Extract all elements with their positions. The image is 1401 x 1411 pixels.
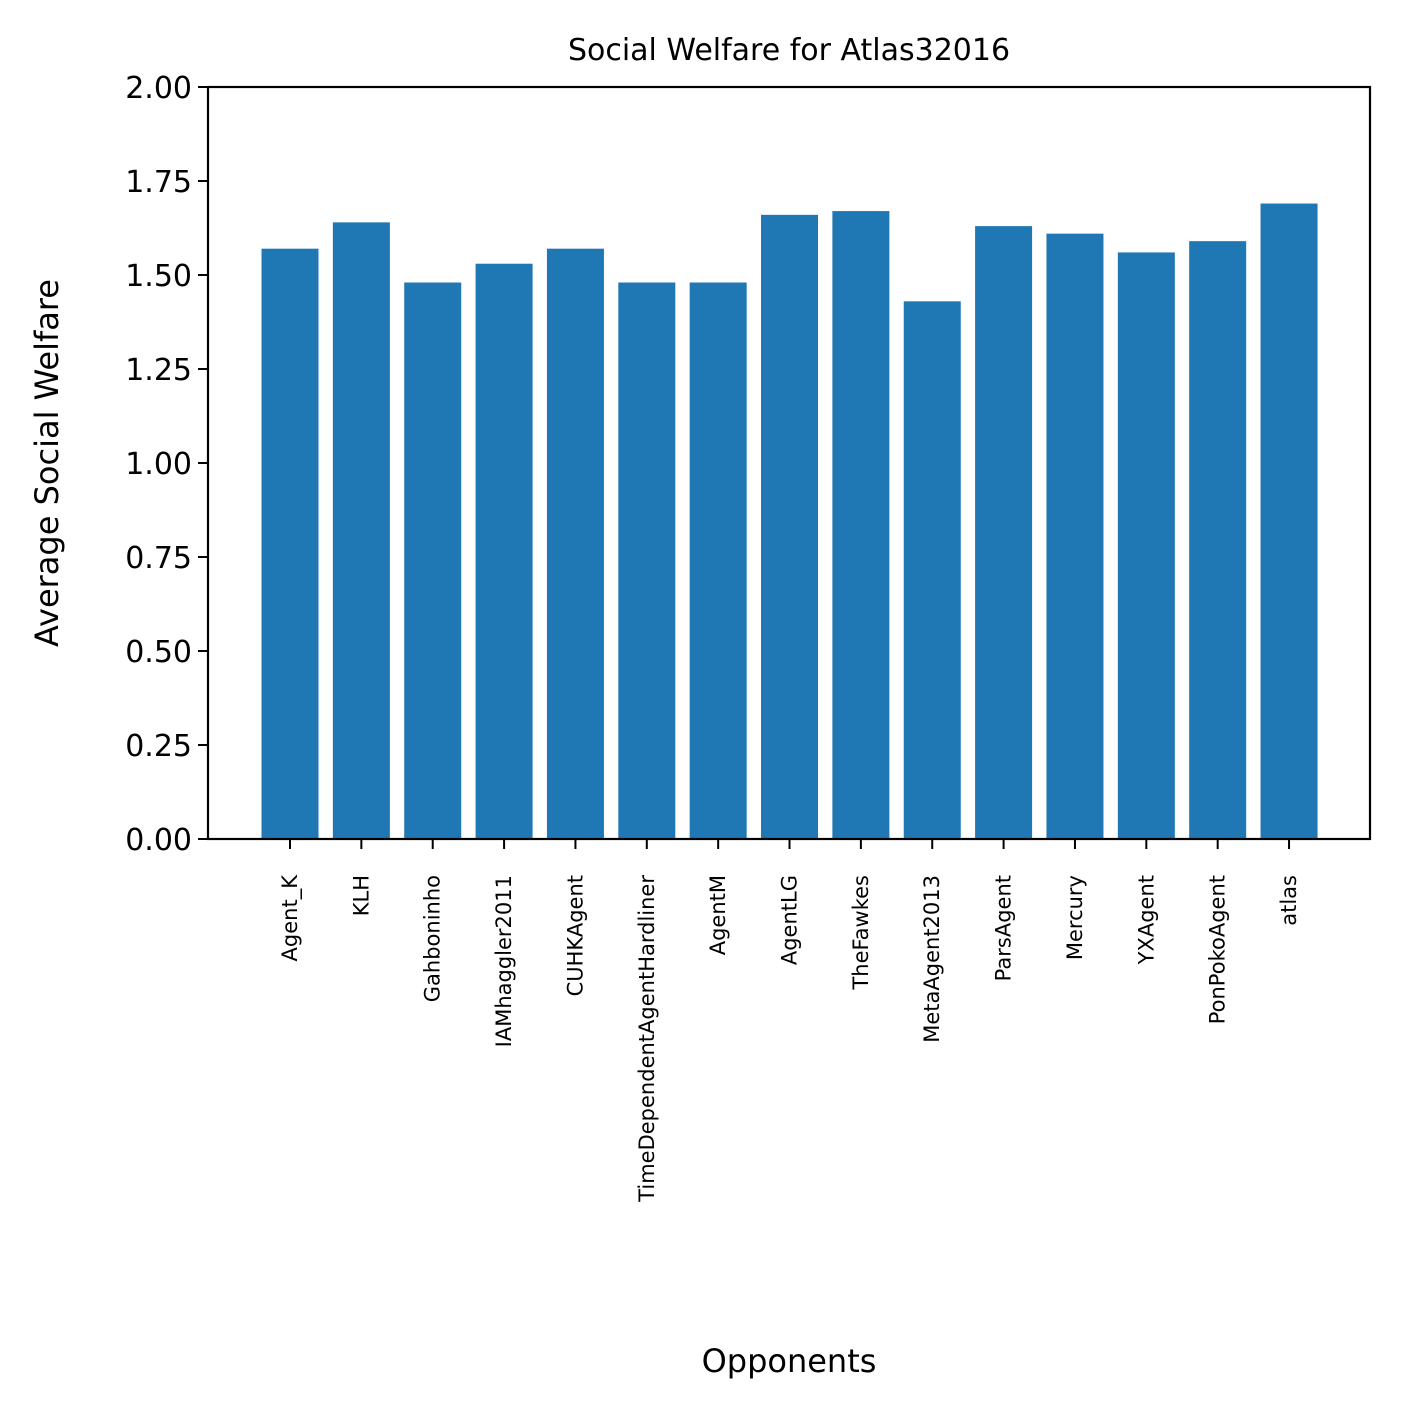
x-tick-label: TimeDependentAgentHardliner xyxy=(635,875,659,1203)
y-tick-label: 1.25 xyxy=(125,353,192,388)
bar-ParsAgent xyxy=(975,226,1033,839)
bar-Gahboninho xyxy=(404,282,462,839)
x-tick-label: Agent_K xyxy=(278,874,303,962)
bar-IAMhaggler2011 xyxy=(475,263,533,840)
y-axis-label: Average Social Welfare xyxy=(28,279,66,647)
x-axis-label: Opponents xyxy=(702,1342,877,1380)
x-tick-label: KLH xyxy=(349,875,373,916)
y-tick-label: 0.50 xyxy=(125,635,192,670)
bar-Agent_K xyxy=(261,248,319,839)
x-tick-label: IAMhaggler2011 xyxy=(492,875,516,1047)
bar-TimeDependentAgentHardliner xyxy=(618,282,676,839)
bar-CUHKAgent xyxy=(546,248,604,839)
y-tick-label: 1.75 xyxy=(125,165,192,200)
bar-Mercury xyxy=(1046,233,1104,839)
bar-TheFawkes xyxy=(832,211,890,839)
x-tick-label: Gahboninho xyxy=(421,875,445,1002)
bar-MetaAgent2013 xyxy=(903,301,961,839)
y-tick-label: 1.00 xyxy=(125,447,192,482)
y-tick-label: 1.50 xyxy=(125,259,192,294)
plot-frame xyxy=(206,85,1372,841)
y-tick-label: 2.00 xyxy=(125,71,192,106)
x-tick-label: Mercury xyxy=(1063,875,1087,960)
x-tick-label: AgentLG xyxy=(778,875,802,965)
x-tick-label: CUHKAgent xyxy=(563,875,587,996)
bar-atlas xyxy=(1260,203,1318,839)
x-tick-label: YXAgent xyxy=(1134,875,1158,965)
y-axis-ticks: 0.00 0.25 0.50 0.75 1.00 1.25 1.50 1.75 2.00 xyxy=(125,71,208,858)
y-tick-label: 0.00 xyxy=(125,823,192,858)
bar-AgentM xyxy=(689,282,747,839)
x-tick-label: AgentM xyxy=(706,875,730,955)
x-tick-label: ParsAgent xyxy=(992,875,1016,981)
x-tick-label: atlas xyxy=(1277,875,1301,926)
y-tick-label: 0.25 xyxy=(125,729,192,764)
x-tick-label: TheFawkes xyxy=(849,875,873,991)
x-tick-label: PonPokoAgent xyxy=(1206,875,1230,1024)
bar-AgentLG xyxy=(761,214,819,840)
bar-YXAgent xyxy=(1117,252,1175,839)
chart-title: Social Welfare for Atlas32016 xyxy=(568,33,1010,68)
bar-PonPokoAgent xyxy=(1189,241,1247,839)
bars-group xyxy=(261,203,1318,840)
y-tick-label: 0.75 xyxy=(125,541,192,576)
bar-KLH xyxy=(332,222,390,840)
x-axis-ticks: Agent_K KLH Gahboninho IAMhaggler2011 CUHKAg… xyxy=(278,839,1301,1203)
x-tick-label: MetaAgent2013 xyxy=(920,875,944,1043)
